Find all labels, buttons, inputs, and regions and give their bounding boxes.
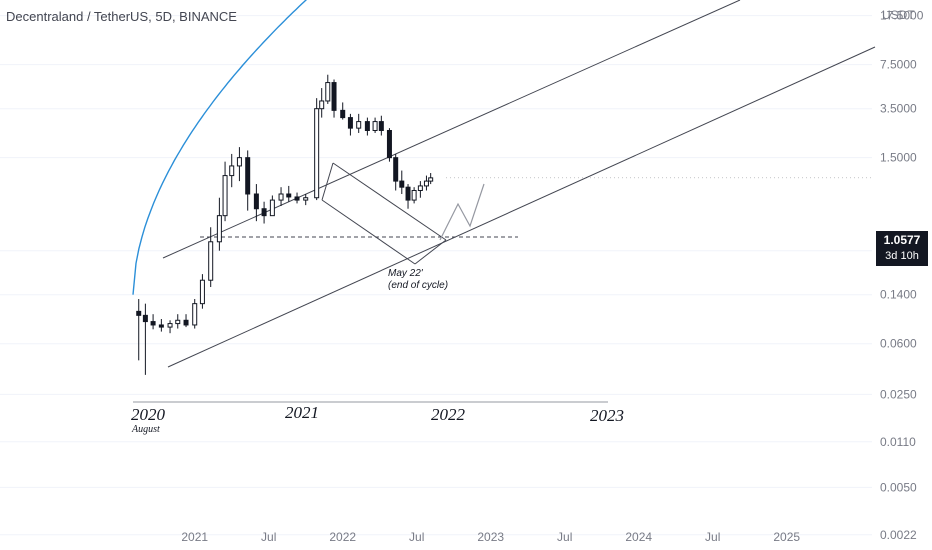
candle-body: [236, 157, 242, 167]
candle-body: [393, 157, 399, 182]
candle-body: [411, 189, 417, 201]
candle-body: [261, 208, 267, 217]
candle-body: [167, 323, 173, 328]
bar-countdown: 3d 10h: [885, 250, 919, 262]
candle-body: [229, 165, 235, 177]
price-tick-label: 17.5000: [880, 9, 924, 23]
price-axis[interactable]: 100.000040.000017.50007.50003.50001.5000…: [880, 0, 930, 542]
candle-body: [356, 121, 362, 129]
price-tick-label: 0.0250: [880, 387, 917, 401]
time-tick-label: 2021: [181, 530, 208, 544]
candle-body: [216, 215, 222, 243]
price-tick-label: 0.0022: [880, 528, 917, 542]
drawing-layer: [132, 0, 876, 403]
price-unit: USDT: [882, 8, 915, 22]
candle-body: [278, 193, 284, 201]
candle-body: [340, 109, 346, 119]
time-tick-label: 2024: [625, 530, 652, 544]
cycle-label-2020: 2020: [131, 405, 166, 424]
candle-body: [331, 82, 337, 111]
candle-body: [183, 319, 189, 326]
upper-channel-line: [162, 0, 741, 259]
candle-body: [253, 193, 259, 210]
candle-body: [399, 180, 405, 188]
grid-layer: [0, 15, 872, 536]
candle-layer: [136, 74, 434, 375]
time-tick-label: 2025: [773, 530, 800, 544]
candle-body: [136, 310, 142, 316]
price-tick-label: 7.5000: [880, 58, 917, 72]
price-tick-label: 0.0050: [880, 480, 917, 494]
wedge-upper-line: [332, 162, 447, 241]
price-tick-label: 1.5000: [880, 151, 917, 165]
candle-body: [286, 193, 292, 198]
current-price: 1.0577: [883, 233, 921, 247]
price-tick-label: 0.1400: [880, 288, 917, 302]
wedge-right-line: [414, 239, 447, 265]
candle-body: [245, 157, 251, 195]
time-tick-label: Jul: [557, 530, 572, 544]
candle-body: [269, 199, 275, 217]
time-axis[interactable]: 2021 Jul 2022 Jul 2023 Jul 2024 Jul 2025: [181, 530, 800, 544]
time-tick-label: 2022: [329, 530, 356, 544]
chart-title: Decentraland / TetherUS, 5D, BINANCE: [6, 9, 237, 24]
growth-curve: [132, 0, 308, 295]
time-tick-label: 2023: [477, 530, 504, 544]
price-tick-label: 0.0600: [880, 337, 917, 351]
candle-body: [150, 321, 156, 326]
cycle-label-2021: 2021: [285, 403, 319, 422]
candle-body: [208, 241, 214, 281]
candle-body: [423, 180, 429, 187]
candle-body: [222, 175, 228, 217]
candle-body: [325, 82, 331, 102]
candle-body: [142, 314, 148, 323]
candle-body: [378, 121, 384, 131]
annotation-end-of-cycle: (end of cycle): [388, 280, 448, 291]
time-tick-label: Jul: [705, 530, 720, 544]
candle-body: [303, 197, 309, 201]
candle-body: [175, 319, 181, 325]
candle-body: [294, 196, 300, 201]
lower-channel-line: [167, 46, 876, 368]
cycle-label-august: August: [131, 424, 160, 435]
wedge-lower-line: [321, 199, 416, 265]
price-tick-label: 0.0110: [880, 435, 916, 449]
projection-path: [439, 183, 485, 241]
candle-body: [372, 121, 378, 131]
current-price-badge: 1.0577 3d 10h: [876, 231, 928, 266]
annotation-may22: May 22': [388, 268, 424, 279]
price-tick-label: 3.5000: [880, 102, 917, 116]
candle-body: [347, 117, 353, 129]
candle-body: [158, 324, 164, 328]
candle-body: [386, 129, 392, 159]
candle-body: [405, 186, 411, 201]
candle-body: [364, 121, 370, 131]
candle-body: [417, 185, 423, 191]
cycle-label-2023: 2023: [590, 406, 624, 425]
candle-body: [319, 100, 325, 110]
cycle-label-2022: 2022: [431, 405, 466, 424]
time-tick-label: Jul: [409, 530, 424, 544]
candle-body: [199, 279, 205, 305]
candle-body: [428, 177, 434, 182]
candle-body: [314, 108, 320, 199]
wedge-left-line: [321, 162, 334, 201]
time-tick-label: Jul: [261, 530, 276, 544]
candle-body: [192, 303, 198, 326]
